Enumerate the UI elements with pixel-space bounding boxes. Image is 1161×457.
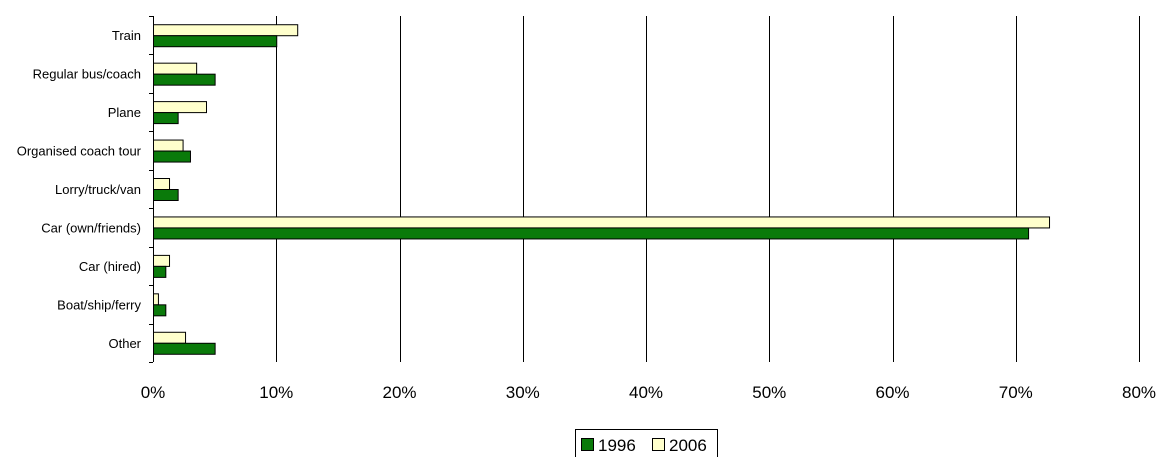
bar-2006	[153, 254, 171, 267]
bar-1996	[153, 227, 1030, 240]
category-label: Other	[108, 336, 141, 351]
legend-box	[575, 429, 718, 457]
x-tick-label: 50%	[752, 383, 786, 402]
x-tick-label: 70%	[999, 383, 1033, 402]
x-tick-label: 60%	[875, 383, 909, 402]
bar-2006	[153, 24, 299, 37]
x-tick-label: 10%	[259, 383, 293, 402]
x-tick-label: 20%	[382, 383, 416, 402]
category-labels: Train Regular bus/coach Plane Organised coa…	[17, 28, 142, 351]
bar-1996	[153, 304, 167, 317]
legend-label-1996: 1996	[598, 436, 636, 455]
category-label: Train	[112, 28, 141, 43]
category-label: Regular bus/coach	[33, 67, 141, 82]
tick-labels: 0% 10% 20% 30% 40% 50% 60% 70% 80%	[141, 383, 1156, 402]
bars	[153, 24, 1051, 355]
bar-2006	[153, 216, 1051, 229]
bar-1996	[153, 150, 191, 163]
bar-1996	[153, 112, 179, 125]
category-label: Plane	[108, 105, 141, 120]
bar-1996	[153, 73, 216, 86]
bar-2006	[153, 62, 198, 75]
legend-swatch-1996	[581, 438, 594, 451]
category-label: Car (own/friends)	[41, 220, 141, 235]
category-label: Car (hired)	[79, 259, 141, 274]
bar-2006	[153, 139, 184, 152]
x-tick-label: 30%	[506, 383, 540, 402]
bar-2006	[153, 101, 207, 114]
x-tick-label: 40%	[629, 383, 663, 402]
bar-2006	[153, 331, 187, 344]
bar-2006	[153, 293, 159, 306]
bar-1996	[153, 35, 278, 48]
legend-swatch-2006	[652, 438, 665, 451]
bar-1996	[153, 265, 167, 278]
bar-1996	[153, 189, 179, 201]
legend-label-2006: 2006	[669, 436, 707, 455]
category-label: Boat/ship/ferry	[57, 297, 141, 312]
x-tick-label: 0%	[141, 383, 166, 402]
x-tick-label: 80%	[1122, 383, 1156, 402]
legend: 1996 2006	[575, 429, 718, 457]
category-label: Lorry/truck/van	[55, 182, 141, 197]
gridlines	[276, 16, 1140, 362]
category-label: Organised coach tour	[17, 144, 142, 159]
bar-2006	[153, 178, 171, 190]
bar-1996	[153, 342, 216, 355]
axes	[149, 16, 154, 363]
